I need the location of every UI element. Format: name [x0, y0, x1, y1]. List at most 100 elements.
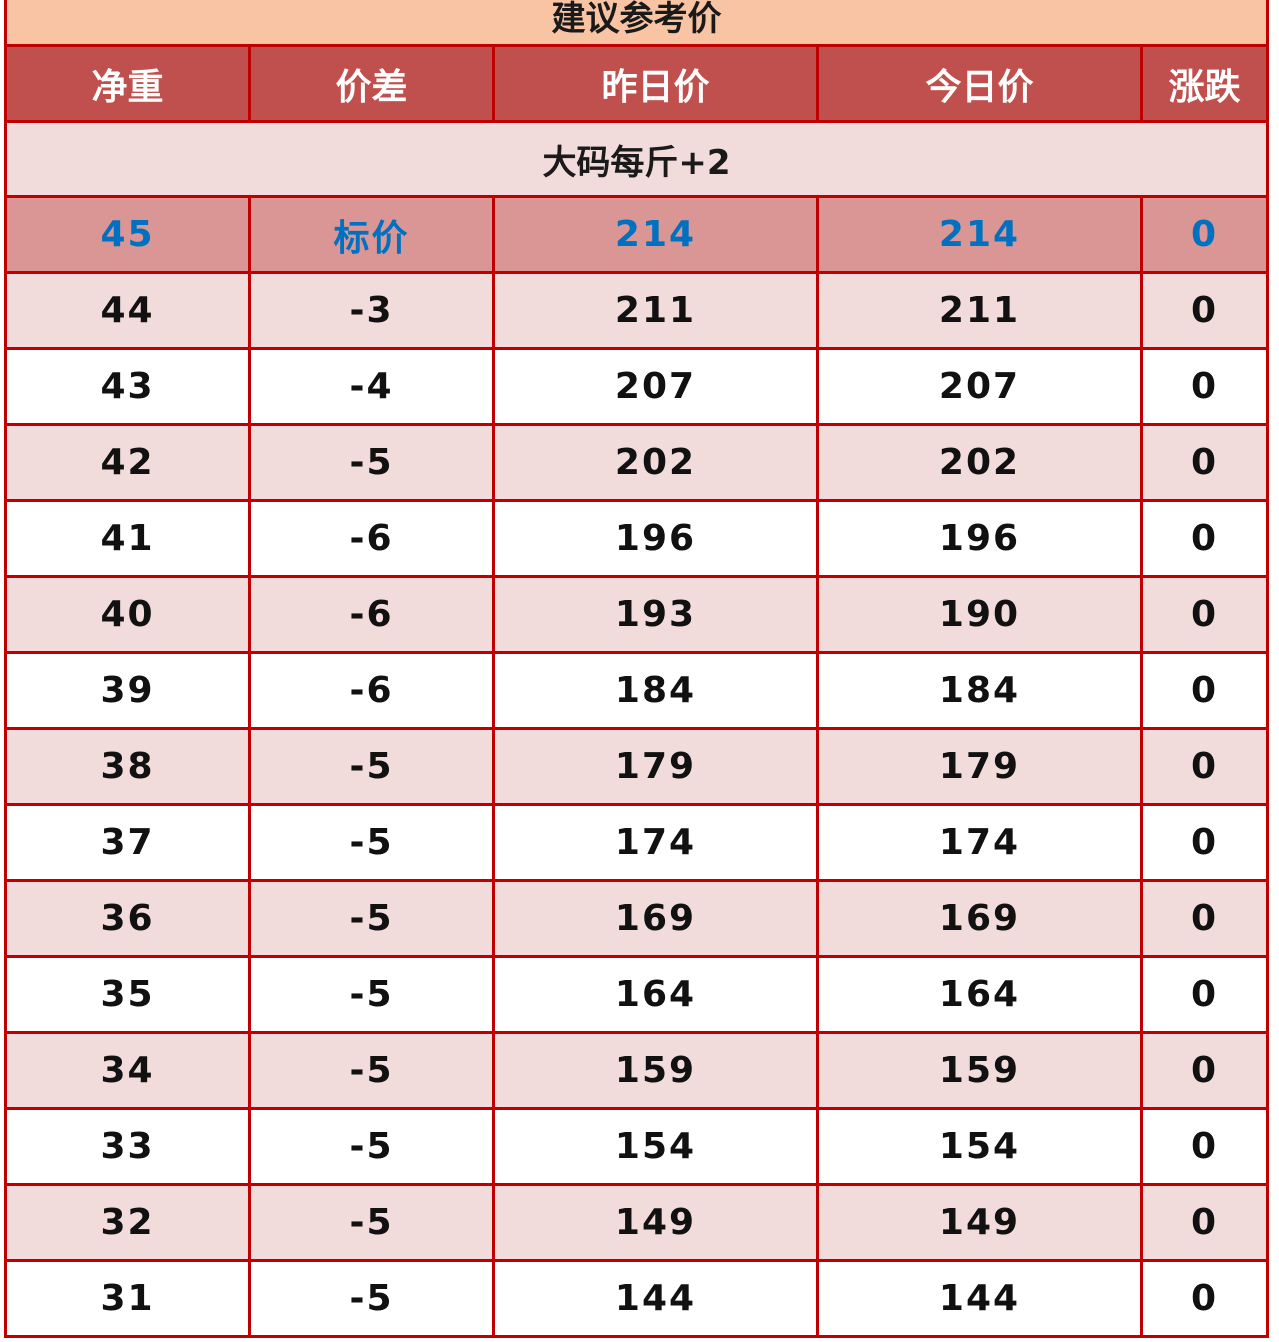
cell-net-weight: 37 — [4, 803, 251, 882]
cell-change: 0 — [1139, 955, 1270, 1034]
cell-yesterday-price: 193 — [492, 575, 819, 654]
cell-change: 0 — [1139, 879, 1270, 958]
cell-price-diff: -3 — [248, 271, 495, 350]
cell-yesterday-price: 179 — [492, 727, 819, 806]
cell-yesterday-price: 159 — [492, 1031, 819, 1110]
cell-price-diff: -4 — [248, 347, 495, 426]
table-row: 38 -5 179 179 0 — [4, 727, 1270, 806]
header-price-diff: 价差 — [248, 44, 495, 123]
cell-today-price: 174 — [816, 803, 1143, 882]
cell-price-diff: -5 — [248, 1259, 495, 1338]
cell-change: 0 — [1139, 1259, 1270, 1338]
cell-net-weight: 36 — [4, 879, 251, 958]
price-table: 建议参考价 净重 价差 昨日价 今日价 涨跌 大码每斤+2 45 标价 214 214… — [3, 0, 1270, 1338]
cell-price-diff: -6 — [248, 499, 495, 578]
cell-net-weight: 42 — [4, 423, 251, 502]
header-change: 涨跌 — [1139, 44, 1270, 123]
cell-yesterday-price: 202 — [492, 423, 819, 502]
table-row: 31 -5 144 144 0 — [4, 1259, 1270, 1338]
header-net-weight: 净重 — [4, 44, 251, 123]
title-row: 建议参考价 — [3, 0, 1270, 47]
cell-today-price: 202 — [816, 423, 1143, 502]
table-row: 36 -5 169 169 0 — [4, 879, 1270, 958]
cell-change: 0 — [1139, 651, 1270, 730]
cell-change: 0 — [1139, 1031, 1270, 1110]
cell-net-weight: 34 — [4, 1031, 251, 1110]
cell-net-weight: 38 — [4, 727, 251, 806]
cell-net-weight: 39 — [4, 651, 251, 730]
cell-change: 0 — [1139, 195, 1270, 274]
cell-price-diff: 标价 — [248, 195, 495, 274]
cell-today-price: 159 — [816, 1031, 1143, 1110]
cell-price-diff: -5 — [248, 1183, 495, 1262]
cell-yesterday-price: 154 — [492, 1107, 819, 1186]
table-row: 43 -4 207 207 0 — [4, 347, 1270, 426]
cell-net-weight: 32 — [4, 1183, 251, 1262]
cell-yesterday-price: 211 — [492, 271, 819, 350]
cell-today-price: 214 — [816, 195, 1143, 274]
cell-change: 0 — [1139, 575, 1270, 654]
cell-net-weight: 33 — [4, 1107, 251, 1186]
cell-yesterday-price: 169 — [492, 879, 819, 958]
table-row: 39 -6 184 184 0 — [4, 651, 1270, 730]
cell-today-price: 149 — [816, 1183, 1143, 1262]
price-table-container: 建议参考价 净重 价差 昨日价 今日价 涨跌 大码每斤+2 45 标价 214 214… — [3, 0, 1270, 1338]
header-yesterday-price: 昨日价 — [492, 44, 819, 123]
table-row: 37 -5 174 174 0 — [4, 803, 1270, 882]
cell-net-weight: 43 — [4, 347, 251, 426]
cell-net-weight: 35 — [4, 955, 251, 1034]
cell-price-diff: -5 — [248, 727, 495, 806]
cell-today-price: 144 — [816, 1259, 1143, 1338]
note-row: 大码每斤+2 — [3, 120, 1270, 198]
cell-today-price: 179 — [816, 727, 1143, 806]
cell-price-diff: -5 — [248, 1107, 495, 1186]
header-today-price: 今日价 — [816, 44, 1143, 123]
cell-yesterday-price: 207 — [492, 347, 819, 426]
cell-yesterday-price: 174 — [492, 803, 819, 882]
cell-today-price: 207 — [816, 347, 1143, 426]
cell-price-diff: -6 — [248, 575, 495, 654]
cell-price-diff: -5 — [248, 803, 495, 882]
cell-yesterday-price: 196 — [492, 499, 819, 578]
table-row: 33 -5 154 154 0 — [4, 1107, 1270, 1186]
cell-net-weight: 41 — [4, 499, 251, 578]
cell-today-price: 190 — [816, 575, 1143, 654]
cell-net-weight: 45 — [4, 195, 251, 274]
cell-yesterday-price: 184 — [492, 651, 819, 730]
cell-price-diff: -5 — [248, 955, 495, 1034]
table-row: 32 -5 149 149 0 — [4, 1183, 1270, 1262]
table-row: 40 -6 193 190 0 — [4, 575, 1270, 654]
cell-yesterday-price: 164 — [492, 955, 819, 1034]
cell-today-price: 211 — [816, 271, 1143, 350]
table-title: 建议参考价 — [3, 0, 1270, 47]
cell-price-diff: -5 — [248, 1031, 495, 1110]
cell-net-weight: 40 — [4, 575, 251, 654]
cell-yesterday-price: 149 — [492, 1183, 819, 1262]
cell-today-price: 169 — [816, 879, 1143, 958]
cell-change: 0 — [1139, 727, 1270, 806]
cell-price-diff: -6 — [248, 651, 495, 730]
table-row: 41 -6 196 196 0 — [4, 499, 1270, 578]
cell-yesterday-price: 214 — [492, 195, 819, 274]
cell-change: 0 — [1139, 803, 1270, 882]
cell-change: 0 — [1139, 1107, 1270, 1186]
cell-change: 0 — [1139, 347, 1270, 426]
table-row: 34 -5 159 159 0 — [4, 1031, 1270, 1110]
table-row: 42 -5 202 202 0 — [4, 423, 1270, 502]
cell-price-diff: -5 — [248, 879, 495, 958]
header-row: 净重 价差 昨日价 今日价 涨跌 — [4, 44, 1270, 123]
cell-net-weight: 31 — [4, 1259, 251, 1338]
cell-change: 0 — [1139, 499, 1270, 578]
cell-today-price: 184 — [816, 651, 1143, 730]
cell-yesterday-price: 144 — [492, 1259, 819, 1338]
cell-change: 0 — [1139, 423, 1270, 502]
table-row: 44 -3 211 211 0 — [4, 271, 1270, 350]
cell-today-price: 196 — [816, 499, 1143, 578]
cell-today-price: 164 — [816, 955, 1143, 1034]
cell-change: 0 — [1139, 271, 1270, 350]
cell-net-weight: 44 — [4, 271, 251, 350]
note: 大码每斤+2 — [3, 120, 1270, 198]
table-row: 35 -5 164 164 0 — [4, 955, 1270, 1034]
table-row-standard: 45 标价 214 214 0 — [4, 195, 1270, 274]
cell-today-price: 154 — [816, 1107, 1143, 1186]
